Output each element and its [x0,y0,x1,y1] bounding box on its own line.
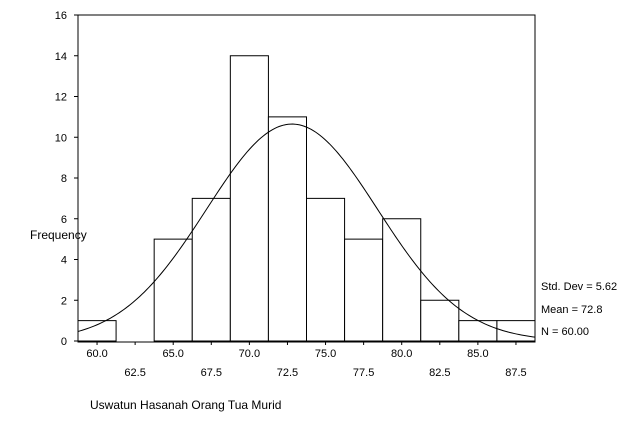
x-tick-label: 85.0 [467,348,488,360]
histogram-bar [229,55,269,342]
histogram-bar [191,197,231,342]
y-tick-label: 8 [61,173,67,185]
y-tick-label: 16 [55,10,67,22]
x-axis-title: Uswatun Hasanah Orang Tua Murid [90,398,281,412]
stat-std-dev: Std. Dev = 5.62 [541,281,617,293]
x-tick-label: 62.5 [124,367,145,379]
y-tick-label: 0 [61,336,67,348]
histogram-bar [77,320,117,342]
histogram-bar [420,299,460,342]
histogram-bar [267,116,307,342]
histogram-bar [306,197,346,342]
y-tick-label: 6 [61,214,67,226]
x-tick-label: 67.5 [201,367,222,379]
x-tick-label: 80.0 [391,348,412,360]
x-tick-label: 72.5 [277,367,298,379]
x-tick-label: 77.5 [353,367,374,379]
x-tick-label: 82.5 [429,367,450,379]
x-tick-label: 65.0 [162,348,183,360]
x-tick-label: 70.0 [239,348,260,360]
x-axis-ticks: 60.0 65.0 70.0 75.0 80.0 85.0 62.5 67.5 72.5 77.5… [86,342,527,379]
y-tick-label: 4 [61,255,67,267]
y-tick-label: 10 [55,132,67,144]
y-tick-label: 2 [61,295,67,307]
y-axis-title: Frequency [30,228,87,242]
bars-group [77,55,536,342]
normal-curve [77,123,536,338]
y-tick-label: 12 [55,92,67,104]
stat-mean: Mean = 72.8 [541,304,602,316]
x-tick-label: 87.5 [505,367,526,379]
histogram-bar [382,218,422,342]
stat-n: N = 60.00 [541,326,589,338]
histogram-bar [344,238,384,342]
histogram-bar [458,320,498,342]
y-tick-label: 14 [55,51,67,63]
x-tick-label: 60.0 [86,348,107,360]
y-axis-ticks: 0 2 4 6 8 10 12 14 16 [55,10,78,348]
histogram-bar [153,238,193,342]
x-tick-label: 75.0 [315,348,336,360]
